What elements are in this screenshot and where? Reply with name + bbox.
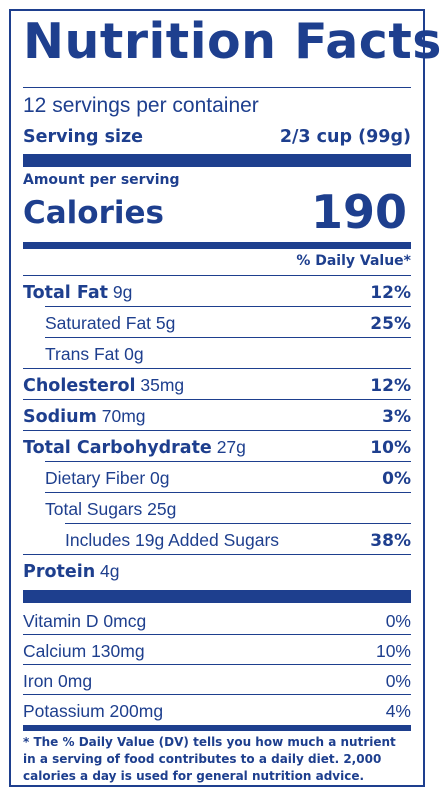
nutrient-label: Total Fat 9g: [23, 282, 132, 303]
vitamin-daily-value: 10%: [375, 641, 411, 661]
nutrient-amount: 0g: [124, 344, 144, 364]
label-title: Nutrition Facts: [23, 13, 440, 70]
nutrient-row: Sodium 70mg 3%: [23, 406, 411, 427]
serving-size-value: 2/3 cup (99g): [279, 127, 411, 147]
nutrition-facts-label: Nutrition Facts 12 servings per containe…: [9, 9, 440, 787]
nutrient-amount: 35mg: [140, 375, 185, 395]
nutrient-name: Protein: [23, 562, 96, 582]
nutrient-label: Dietary Fiber 0g: [23, 468, 170, 489]
divider: [23, 634, 411, 635]
nutrient-row: Total Sugars 25g: [23, 499, 411, 520]
nutrient-row: Total Fat 9g 12%: [23, 282, 411, 303]
calories-row: Calories 190: [23, 189, 411, 235]
divider: [45, 492, 411, 493]
nutrient-daily-value: 38%: [370, 531, 411, 551]
divider: [23, 368, 411, 369]
nutrient-row: Dietary Fiber 0g 0%: [23, 468, 411, 489]
divider: [23, 664, 411, 665]
nutrient-name: Total Sugars: [45, 499, 143, 519]
nutrient-label: Includes 19g Added Sugars: [23, 530, 279, 551]
medium-divider: [23, 242, 411, 249]
vitamin-row: Iron 0mg 0%: [23, 671, 411, 692]
footnote: * The % Daily Value (DV) tells you how m…: [23, 735, 396, 783]
nutrient-label: Sodium 70mg: [23, 406, 146, 427]
nutrient-row: Cholesterol 35mg 12%: [23, 375, 411, 396]
nutrient-label: Total Sugars 25g: [23, 499, 176, 520]
nutrient-amount: 4g: [100, 561, 120, 581]
vitamin-daily-value: 0%: [385, 671, 411, 691]
vitamin-row: Vitamin D 0mcg 0%: [23, 611, 411, 632]
nutrient-daily-value: 12%: [370, 283, 411, 303]
nutrient-name: Trans Fat: [45, 344, 120, 364]
servings-per-container: 12 servings per container: [23, 94, 259, 117]
amount-per-serving: Amount per serving: [23, 172, 180, 188]
divider: [23, 275, 411, 276]
nutrient-name: Total Fat: [23, 283, 109, 303]
serving-size-row: Serving size 2/3 cup (99g): [23, 127, 411, 147]
divider: [23, 430, 411, 431]
nutrient-daily-value: 10%: [370, 438, 411, 458]
nutrient-name: Saturated Fat: [45, 313, 152, 333]
daily-value-header: % Daily Value*: [296, 253, 411, 269]
nutrient-daily-value: 25%: [370, 314, 411, 334]
calories-label: Calories: [23, 195, 164, 231]
nutrient-label: Total Carbohydrate 27g: [23, 437, 246, 458]
nutrient-daily-value: 12%: [370, 376, 411, 396]
nutrient-label: Cholesterol 35mg: [23, 375, 184, 396]
nutrient-label: Protein 4g: [23, 561, 120, 582]
vitamin-label: Vitamin D 0mcg: [23, 611, 147, 631]
vitamin-label: Potassium 200mg: [23, 701, 164, 721]
thick-divider: [23, 154, 411, 167]
vitamin-label: Calcium 130mg: [23, 641, 145, 661]
nutrient-amount: 5g: [155, 313, 176, 333]
vitamin-row: Calcium 130mg 10%: [23, 641, 411, 662]
nutrient-amount: 70mg: [101, 406, 146, 426]
vitamin-label: Iron 0mg: [23, 671, 93, 691]
divider: [65, 523, 411, 524]
nutrient-amount: 25g: [147, 499, 177, 519]
serving-size-label: Serving size: [23, 127, 144, 147]
medium-divider: [23, 725, 411, 731]
nutrient-name: Includes 19g Added Sugars: [65, 530, 280, 550]
nutrient-amount: 27g: [216, 437, 246, 457]
vitamin-daily-value: 0%: [385, 611, 411, 631]
divider: [45, 337, 411, 338]
thick-divider: [23, 590, 411, 603]
nutrient-name: Dietary Fiber: [45, 468, 146, 488]
nutrient-row: Total Carbohydrate 27g 10%: [23, 437, 411, 458]
divider: [23, 87, 411, 88]
nutrient-daily-value: 3%: [382, 407, 411, 427]
nutrient-row: Trans Fat 0g: [23, 344, 411, 365]
nutrient-name: Cholesterol: [23, 376, 136, 396]
divider: [23, 554, 411, 555]
divider: [23, 694, 411, 695]
nutrient-row: Saturated Fat 5g 25%: [23, 313, 411, 334]
divider: [45, 461, 411, 462]
nutrient-amount: 0g: [150, 468, 170, 488]
vitamin-daily-value: 4%: [385, 701, 411, 721]
nutrient-label: Trans Fat 0g: [23, 344, 144, 365]
nutrient-row: Protein 4g: [23, 561, 411, 582]
nutrient-daily-value: 0%: [382, 469, 411, 489]
calories-value: 190: [310, 185, 407, 239]
nutrient-name: Sodium: [23, 407, 97, 427]
vitamin-row: Potassium 200mg 4%: [23, 701, 411, 722]
nutrient-row: Includes 19g Added Sugars 38%: [23, 530, 411, 551]
divider: [45, 306, 411, 307]
divider: [23, 399, 411, 400]
nutrient-amount: 9g: [112, 282, 133, 302]
nutrient-name: Total Carbohydrate: [23, 438, 212, 458]
nutrient-label: Saturated Fat 5g: [23, 313, 175, 334]
